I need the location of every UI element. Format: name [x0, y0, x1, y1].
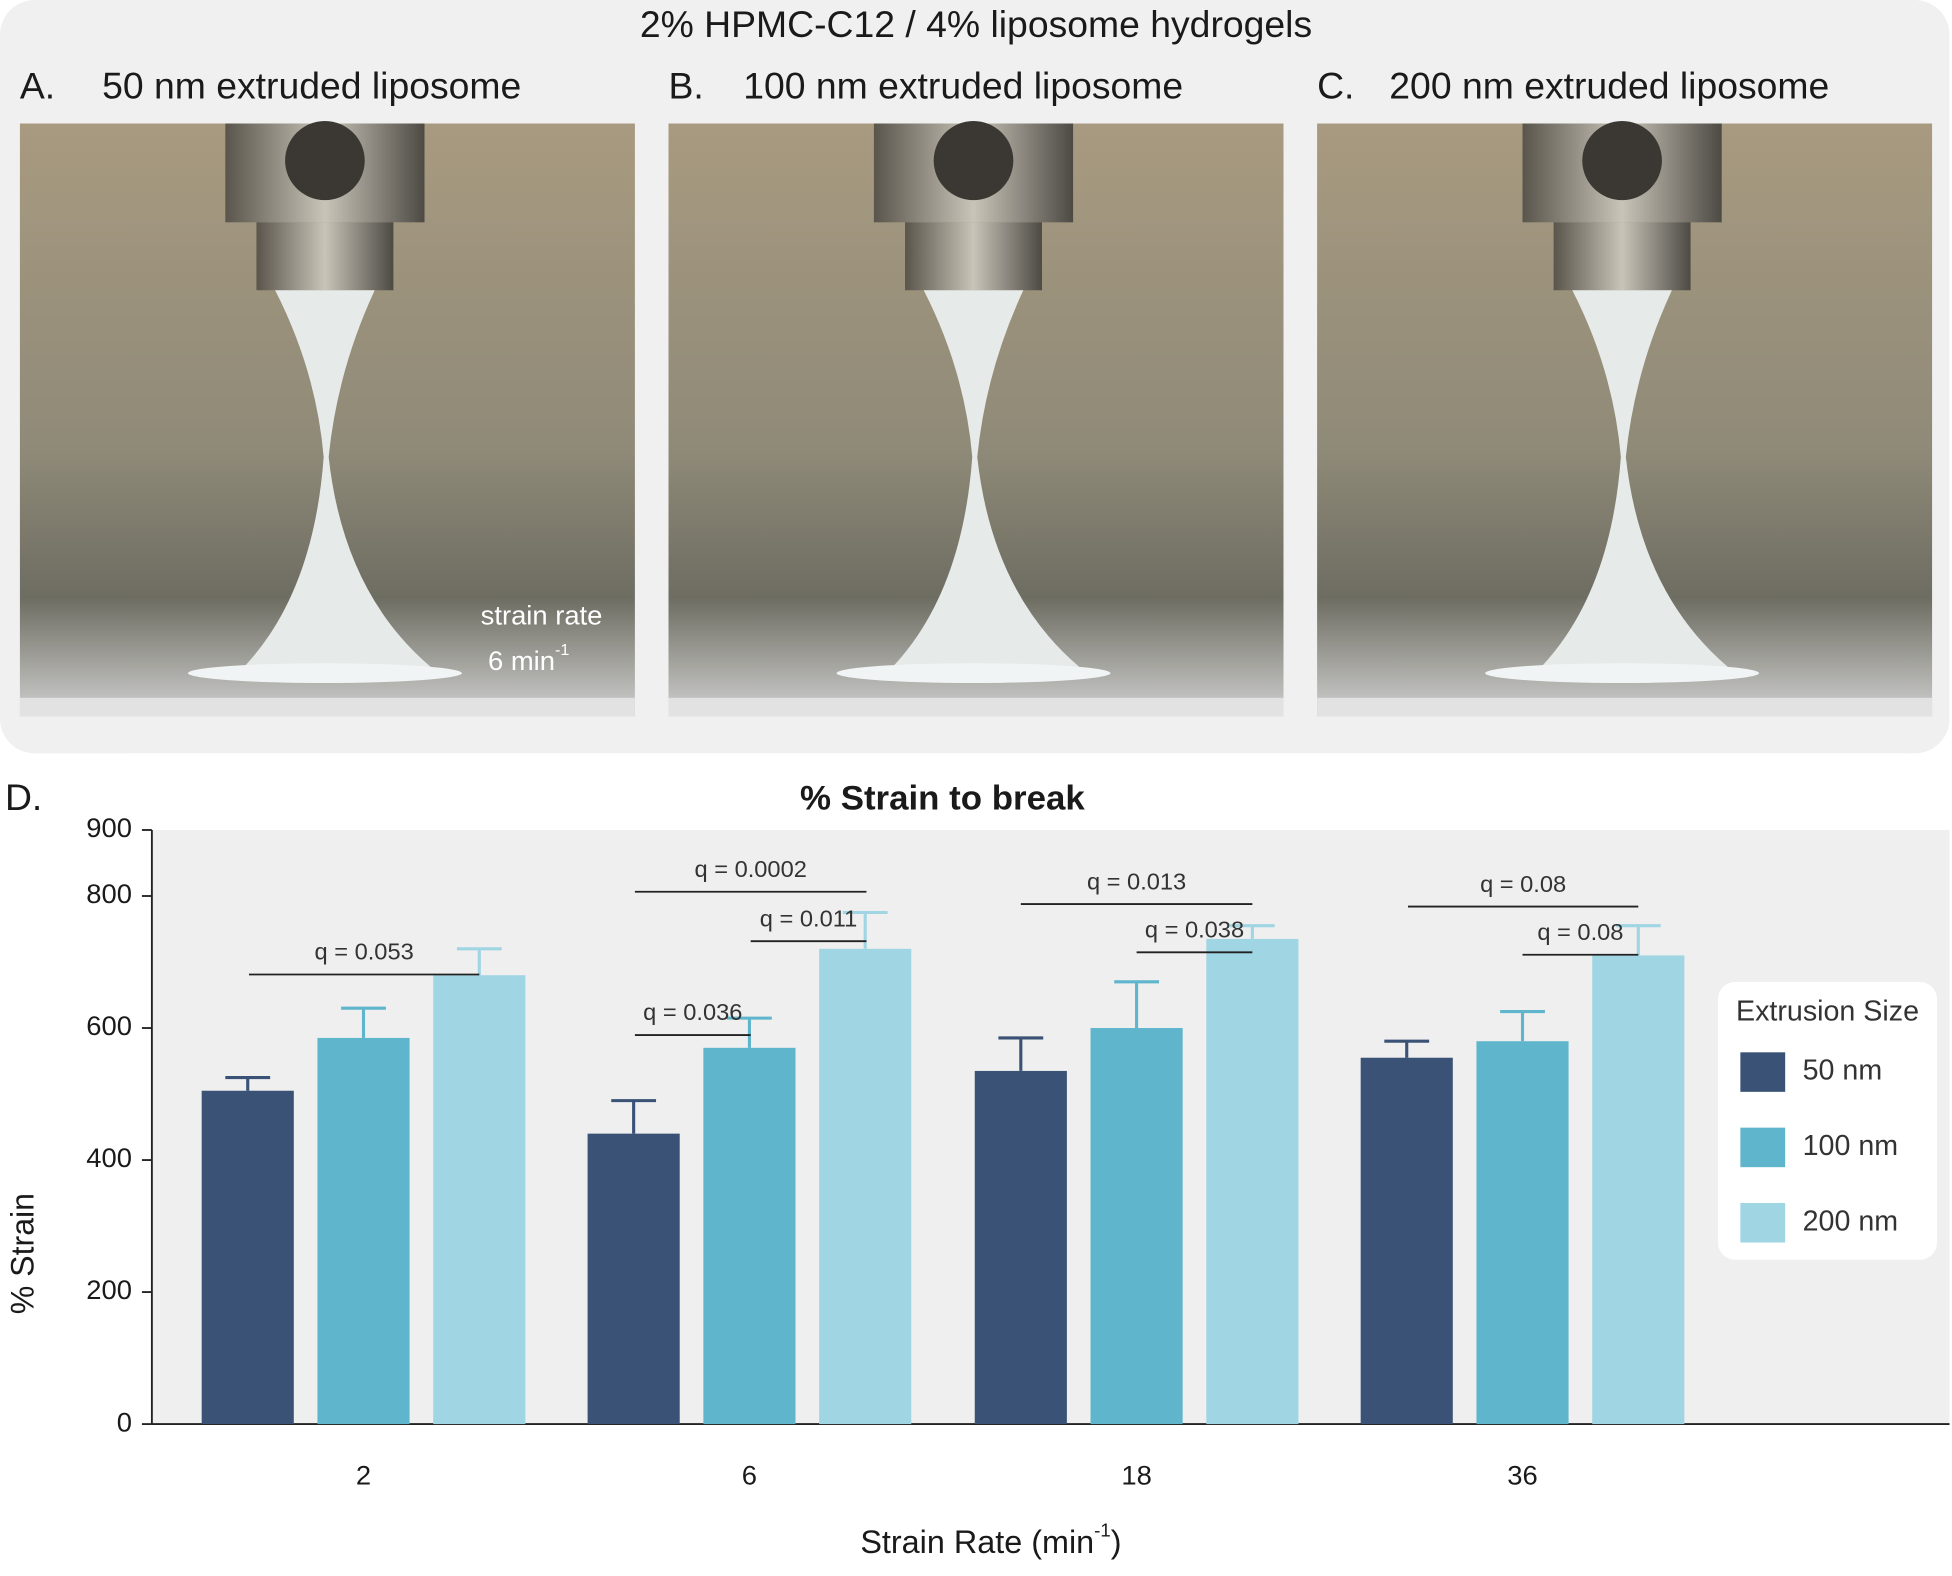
y-tick-label: 900 — [86, 812, 132, 843]
panel-letter: D. — [5, 776, 42, 818]
x-axis-label: Strain Rate (min-1) — [860, 1519, 1121, 1559]
panel-label: 100 nm extruded liposome — [743, 65, 1183, 107]
legend-swatch — [1740, 1202, 1786, 1243]
x-label-text: Strain Rate (min — [860, 1523, 1094, 1559]
legend-label: 200 nm — [1803, 1205, 1898, 1237]
panel-letter: A. — [20, 65, 55, 107]
error-bar — [1229, 924, 1275, 939]
significance-label: q = 0.013 — [1087, 868, 1186, 894]
panel-letter: C. — [1317, 65, 1354, 107]
legend-label: 100 nm — [1803, 1130, 1898, 1162]
bar — [703, 1047, 796, 1425]
bar — [587, 1133, 680, 1425]
y-tick-label: 600 — [86, 1010, 132, 1041]
bar — [1090, 1028, 1183, 1425]
error-bar — [1500, 1009, 1545, 1042]
photo — [1317, 121, 1933, 717]
error-bar — [998, 1036, 1044, 1071]
annotation-superscript: -1 — [555, 641, 569, 659]
x-label-suffix: ) — [1111, 1523, 1122, 1559]
bar — [1360, 1057, 1453, 1425]
annotation-text: 6 min — [488, 646, 555, 677]
legend-swatch — [1740, 1127, 1786, 1168]
bar — [1206, 938, 1299, 1425]
error-bar — [727, 1016, 772, 1048]
bar — [1592, 955, 1685, 1425]
error-bar — [225, 1075, 271, 1091]
error-bar — [842, 910, 888, 949]
y-axis-label: % Strain — [4, 1193, 40, 1314]
panel-letter: B. — [669, 65, 704, 107]
error-bar — [341, 1006, 386, 1038]
bar — [201, 1090, 294, 1425]
bar — [1476, 1041, 1569, 1425]
bar — [317, 1037, 410, 1425]
bar — [433, 975, 526, 1425]
error-bar — [1384, 1039, 1430, 1058]
x-tick-label: 36 — [1507, 1459, 1537, 1490]
significance-label: q = 0.0002 — [694, 856, 806, 882]
legend-swatch — [1740, 1052, 1786, 1092]
legend-title: Extrusion Size — [1736, 995, 1919, 1027]
y-tick-label: 400 — [86, 1142, 132, 1173]
significance-label: q = 0.036 — [643, 999, 742, 1025]
y-tick-label: 200 — [86, 1274, 132, 1305]
x-label-superscript: -1 — [1094, 1519, 1111, 1540]
significance-label: q = 0.011 — [760, 905, 857, 931]
y-tick-label: 800 — [86, 878, 132, 909]
bar — [819, 948, 912, 1425]
bar — [974, 1070, 1067, 1425]
photo-annotation: 6 min-1 — [488, 641, 569, 676]
photo — [668, 121, 1284, 717]
error-bar — [611, 1099, 657, 1134]
chart-title: % Strain to break — [800, 780, 1085, 818]
figure-title: 2% HPMC-C12 / 4% liposome hydrogels — [640, 3, 1312, 45]
x-tick-label: 6 — [742, 1459, 757, 1490]
panel-label: 200 nm extruded liposome — [1389, 65, 1829, 107]
significance-label: q = 0.08 — [1537, 919, 1623, 945]
panel-label: 50 nm extruded liposome — [102, 65, 521, 107]
x-tick-label: 2 — [356, 1459, 371, 1490]
error-bar — [456, 947, 502, 976]
significance-label: q = 0.053 — [315, 939, 414, 965]
error-bar — [1615, 924, 1661, 956]
y-tick-label: 0 — [117, 1406, 132, 1437]
legend-bg — [1717, 981, 1938, 1260]
photo-annotation: strain rate — [481, 600, 603, 631]
error-bar — [1114, 980, 1159, 1029]
legend-label: 50 nm — [1803, 1055, 1883, 1087]
x-tick-label: 18 — [1121, 1459, 1151, 1490]
significance-label: q = 0.08 — [1480, 871, 1566, 897]
significance-label: q = 0.038 — [1145, 917, 1244, 943]
